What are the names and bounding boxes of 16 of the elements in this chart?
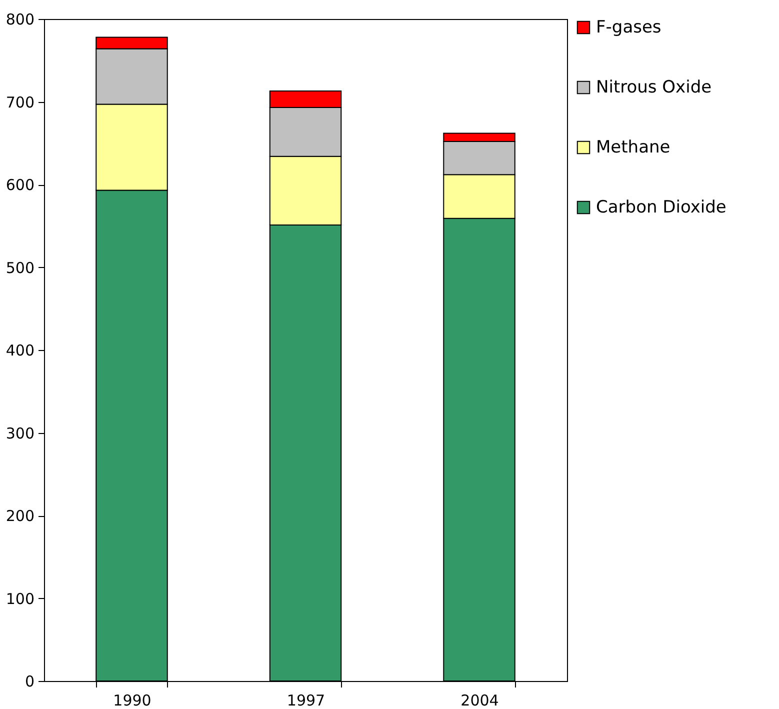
x-tick-label: 1997	[286, 692, 326, 709]
y-tick-label: 700	[6, 93, 34, 112]
y-tick-label: 600	[6, 176, 34, 194]
y-tick-label: 400	[6, 342, 34, 360]
legend-label: F-gases	[596, 18, 662, 38]
legend-label: Methane	[596, 138, 670, 158]
y-tick-label: 800	[6, 10, 34, 28]
legend-label: Nitrous Oxide	[596, 78, 712, 98]
y-tick-label: 300	[6, 424, 34, 442]
legend-label: Carbon Dioxide	[596, 198, 726, 218]
x-tick-label: 1990	[113, 692, 152, 709]
y-tick-label: 0	[24, 672, 34, 690]
y-tick-label: 500	[6, 258, 34, 277]
y-tick-label: 200	[6, 507, 34, 525]
y-tick-label: 100	[6, 590, 34, 608]
x-tick-label: 2004	[460, 692, 499, 709]
